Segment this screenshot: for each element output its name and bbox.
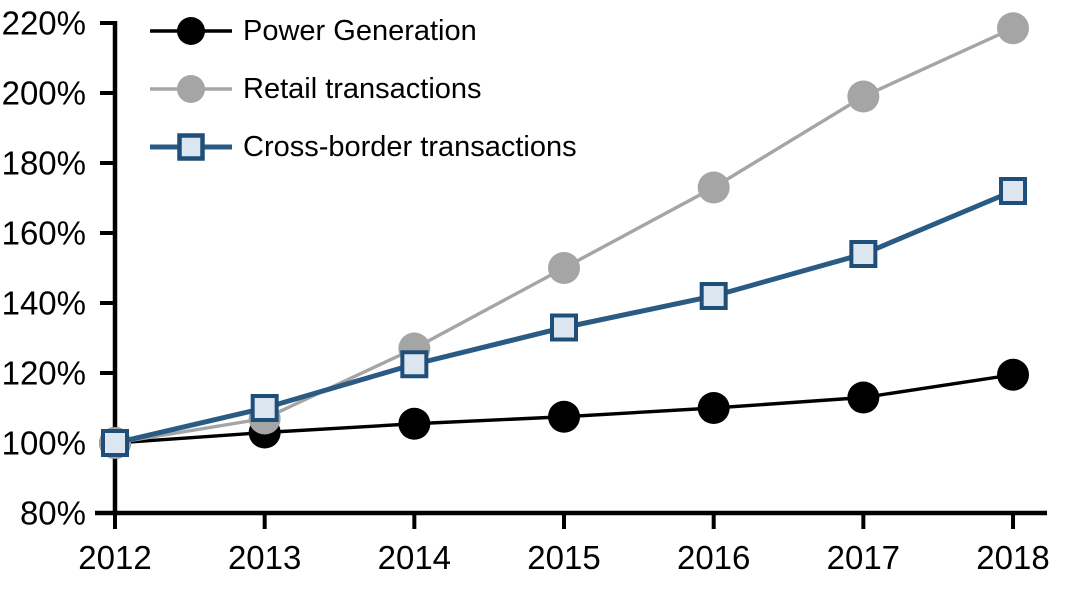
y-axis-tick-label: 80% xyxy=(20,495,86,532)
y-axis-tick-label: 100% xyxy=(2,425,86,462)
legend: Power Generation Retail transactions Cross… xyxy=(150,15,577,163)
x-axis-tick-label: 2012 xyxy=(78,539,151,576)
x-axis-tick-label: 2013 xyxy=(228,539,301,576)
legend-label: Cross-border transactions xyxy=(243,131,577,163)
x-axis-group: 2012 2013 2014 2015 2016 2017 2018 xyxy=(78,513,1050,576)
data-point-cross-border-transactions xyxy=(250,394,279,422)
data-point-power-generation xyxy=(398,407,431,440)
data-point-power-generation xyxy=(548,400,581,433)
data-point-cross-border-transactions xyxy=(400,350,429,379)
data-point-cross-border-transactions xyxy=(101,429,129,457)
legend-marker-circle xyxy=(177,75,205,103)
legend-marker-square xyxy=(177,133,205,161)
data-point-power-generation xyxy=(997,358,1030,391)
legend-label: Power Generation xyxy=(243,15,477,47)
legend-item-power-generation: Power Generation xyxy=(150,15,477,47)
x-axis-tick-label: 2014 xyxy=(378,539,451,576)
legend-item-retail-transactions: Retail transactions xyxy=(150,73,482,105)
series-power-generation xyxy=(99,358,1030,459)
data-point-power-generation xyxy=(697,392,730,424)
x-axis-tick-label: 2018 xyxy=(976,539,1049,576)
legend-marker-circle xyxy=(177,17,205,45)
data-point-cross-border-transactions xyxy=(550,313,579,342)
y-axis-tick-label: 220% xyxy=(2,5,86,42)
x-axis-tick-label: 2016 xyxy=(677,539,750,576)
y-axis-tick-label: 140% xyxy=(2,285,86,322)
data-point-cross-border-transactions xyxy=(999,177,1028,205)
y-axis-group: 80% 100% 120% 140% 160% 180% 200% 220% xyxy=(2,5,115,532)
data-point-cross-border-transactions xyxy=(699,282,728,310)
legend-label: Retail transactions xyxy=(243,73,482,105)
y-axis-tick-label: 120% xyxy=(2,355,86,392)
data-point-power-generation xyxy=(847,381,880,414)
data-point-retail-transactions xyxy=(997,12,1030,45)
data-point-retail-transactions xyxy=(548,252,581,284)
y-axis-tick-label: 200% xyxy=(2,75,86,112)
series-cross-border-transactions xyxy=(101,177,1028,457)
x-axis-tick-label: 2015 xyxy=(527,539,600,576)
y-axis-tick-label: 160% xyxy=(2,215,86,252)
y-axis-tick-label: 180% xyxy=(2,145,86,182)
legend-item-cross-border-transactions: Cross-border transactions xyxy=(150,131,577,163)
data-point-cross-border-transactions xyxy=(849,240,878,268)
x-axis-tick-label: 2017 xyxy=(827,539,900,576)
data-point-retail-transactions xyxy=(697,171,730,204)
data-point-retail-transactions xyxy=(847,80,880,113)
